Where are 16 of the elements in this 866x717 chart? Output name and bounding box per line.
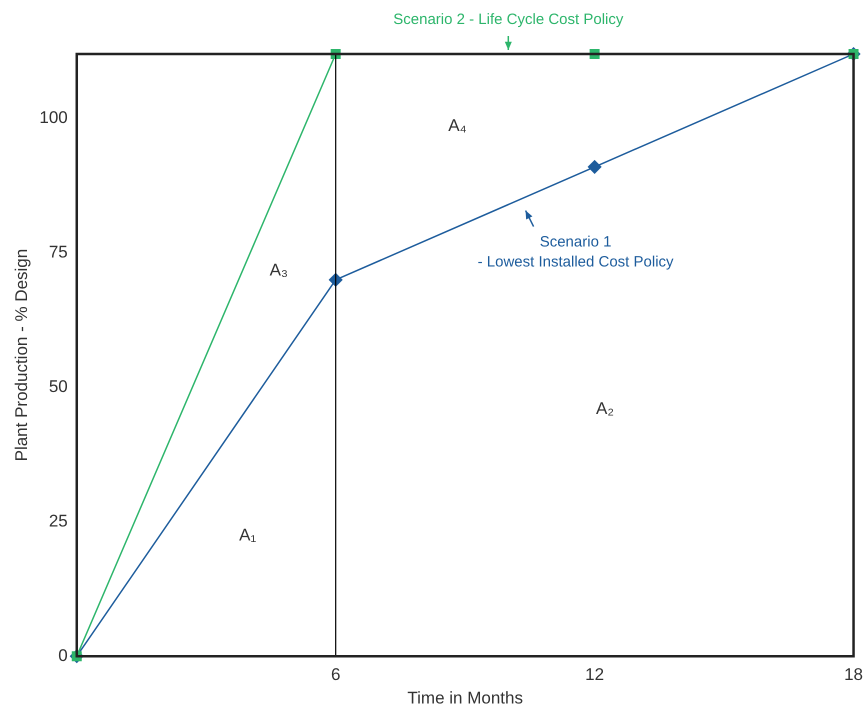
annotation: A₂ xyxy=(596,398,614,418)
x-axis-title: Time in Months xyxy=(407,688,523,708)
x-tick-label: 12 xyxy=(585,665,604,684)
y-tick-label: 75 xyxy=(48,242,68,262)
annotation: A₃ xyxy=(270,260,288,280)
x-tick-label: 18 xyxy=(844,665,864,684)
y-tick-label: 50 xyxy=(48,377,68,396)
legend-label: Scenario 1 - Lowest Installed Cost Policy xyxy=(478,234,674,271)
annotation: A₄ xyxy=(448,116,467,135)
annotation: A₁ xyxy=(239,525,256,544)
y-tick-label: 25 xyxy=(48,511,68,530)
x-tick-label: 6 xyxy=(330,665,340,684)
y-tick-label: 100 xyxy=(39,108,68,128)
y-tick-label: 0 xyxy=(58,646,68,665)
y-axis-title: Plant Production - % Design xyxy=(12,248,31,462)
series-label: Scenario 2 - Life Cycle Cost Policy xyxy=(393,11,624,28)
